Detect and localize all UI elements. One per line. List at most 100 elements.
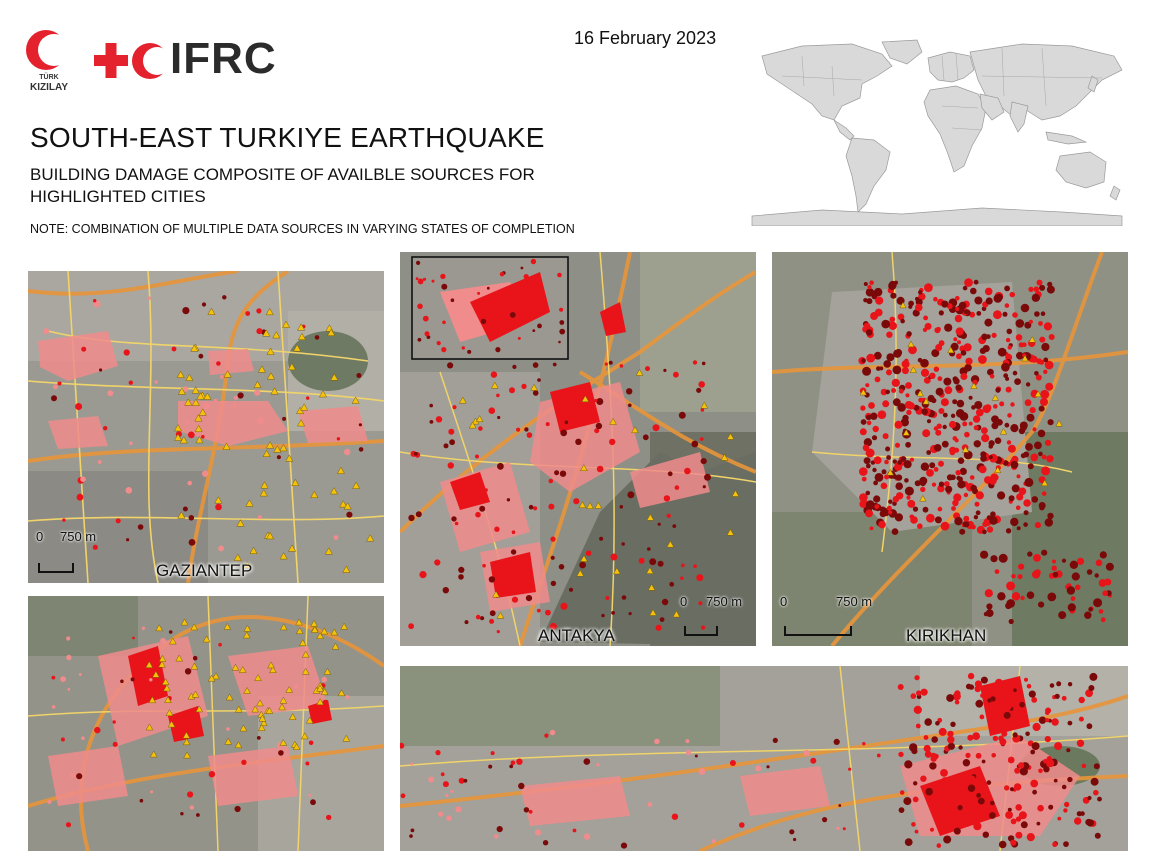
damage-point [611,611,615,615]
damage-triangle-marker [305,716,314,724]
damage-point [1024,321,1032,329]
damage-triangle-marker [631,426,639,434]
damage-point [848,767,852,771]
damage-triangle-marker [243,561,252,569]
damage-point [925,787,933,796]
damage-point [1004,303,1010,308]
damage-point [1041,491,1047,496]
damage-point [532,390,539,396]
damage-point [208,771,216,778]
damage-point [424,331,430,337]
damage-point [870,312,879,320]
damage-point [954,314,963,323]
damage-point [594,398,598,403]
damage-point [866,414,872,421]
kirikhan-map-panel: 0 750 m KIRIKHAN [772,252,1128,646]
damage-point [548,478,554,484]
damage-point [1027,463,1034,470]
damage-point [1007,705,1012,710]
damage-point [187,431,195,439]
damage-point [120,679,124,684]
damage-point [1039,336,1046,343]
damage-point [952,692,961,701]
damage-triangle-marker [158,660,166,668]
damage-point [962,759,971,767]
damage-point [1023,499,1031,507]
damage-point [306,396,310,400]
damage-point [185,421,189,425]
damage-triangle-marker [145,723,154,731]
damage-point [69,773,75,778]
damage-point [907,499,916,508]
damage-triangle-marker [329,487,339,495]
damage-triangle-marker [233,553,242,561]
damage-point [1015,505,1021,510]
damage-point [1028,286,1034,292]
damage-point [1013,783,1022,791]
damage-point [894,349,903,357]
damage-triangle-marker [316,684,324,692]
damage-point [655,624,662,631]
damage-point [974,501,980,507]
gaziantep-label: GAZIANTEP [156,561,253,580]
damage-point [1010,460,1019,469]
damage-point [196,813,200,817]
damage-point [479,505,486,512]
damage-point [891,378,900,387]
damage-point [1016,526,1021,531]
damage-point [62,518,66,522]
damage-point [1089,672,1098,681]
damage-point [869,526,874,531]
damage-point [982,345,990,353]
damage-point [278,750,284,756]
damage-triangle-marker [196,392,205,400]
damage-point [129,441,133,445]
damage-point [1086,819,1095,827]
damage-point [454,521,459,526]
damage-triangle-marker [185,373,194,381]
damage-triangle-marker [287,362,296,371]
damage-point [957,476,963,482]
damage-point [1011,592,1021,601]
damage-point [522,287,526,292]
damage-point [884,474,890,480]
damage-point [410,762,414,766]
damage-point [647,802,653,807]
damage-point [435,416,443,423]
damage-triangle-marker [635,368,644,376]
damage-point [1040,311,1046,316]
damage-point [704,473,711,481]
damage-point [497,462,504,470]
damage-point [875,296,884,305]
damage-point [1052,841,1058,847]
damage-point [953,493,962,502]
damage-triangle-marker [203,392,212,400]
damage-triangle-marker [195,435,204,444]
damage-triangle-marker [295,618,303,626]
damage-point [870,412,878,420]
damage-point [1009,787,1015,792]
damage-point [560,429,568,437]
greenland [881,39,923,65]
damage-triangle-marker [316,698,324,706]
damage-point [1015,334,1023,341]
damage-point [51,705,56,709]
damage-point [559,307,564,312]
damage-point [495,347,501,353]
damage-point [933,467,939,472]
damage-point [889,316,896,323]
damage-point [886,455,891,460]
damage-point [950,342,959,351]
damage-point [1044,439,1052,446]
damage-point [975,699,984,708]
damage-point [358,423,362,427]
damage-point [112,741,118,747]
damage-point [549,729,556,736]
europe [927,51,975,83]
damage-point [81,736,85,740]
damage-triangle-marker [310,490,319,499]
damage-point [943,835,952,844]
antakya-label: ANTAKYA [538,626,615,645]
damage-triangle-marker [323,667,332,675]
damage-point [868,402,875,409]
